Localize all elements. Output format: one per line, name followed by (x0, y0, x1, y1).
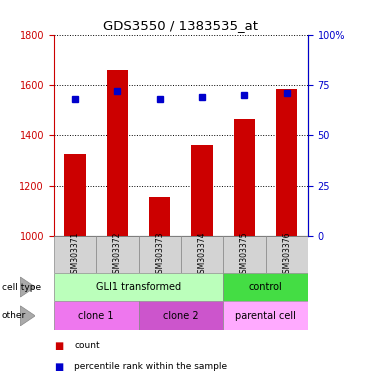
Bar (138, 301, 223, 330)
Bar (223, 301, 308, 330)
Text: count: count (74, 341, 100, 350)
Bar (149, 197, 170, 236)
Bar (138, 236, 181, 273)
Text: GSM303371: GSM303371 (70, 231, 79, 278)
Text: GSM303373: GSM303373 (155, 231, 164, 278)
Text: ■: ■ (54, 362, 63, 372)
Text: clone 2: clone 2 (163, 311, 199, 321)
Text: GSM303374: GSM303374 (197, 231, 207, 278)
Text: ■: ■ (54, 341, 63, 351)
Text: parental cell: parental cell (235, 311, 296, 321)
Bar (191, 146, 213, 236)
Bar (266, 236, 308, 273)
Text: GSM303376: GSM303376 (282, 231, 291, 278)
Bar (54, 273, 223, 301)
Polygon shape (20, 306, 35, 326)
Text: clone 1: clone 1 (78, 311, 114, 321)
Text: other: other (2, 311, 26, 320)
Text: GSM303372: GSM303372 (113, 231, 122, 278)
Bar (234, 119, 255, 236)
Text: control: control (249, 282, 282, 292)
Title: GDS3550 / 1383535_at: GDS3550 / 1383535_at (104, 19, 258, 32)
Polygon shape (20, 277, 35, 297)
Bar (65, 154, 86, 236)
Bar (96, 236, 138, 273)
Bar (223, 236, 266, 273)
Bar (223, 273, 308, 301)
Bar (181, 236, 223, 273)
Text: GSM303375: GSM303375 (240, 231, 249, 278)
Bar (107, 70, 128, 236)
Bar (276, 89, 297, 236)
Text: percentile rank within the sample: percentile rank within the sample (74, 362, 227, 371)
Text: cell type: cell type (2, 283, 41, 291)
Bar (54, 236, 96, 273)
Bar (54, 301, 138, 330)
Text: GLI1 transformed: GLI1 transformed (96, 282, 181, 292)
